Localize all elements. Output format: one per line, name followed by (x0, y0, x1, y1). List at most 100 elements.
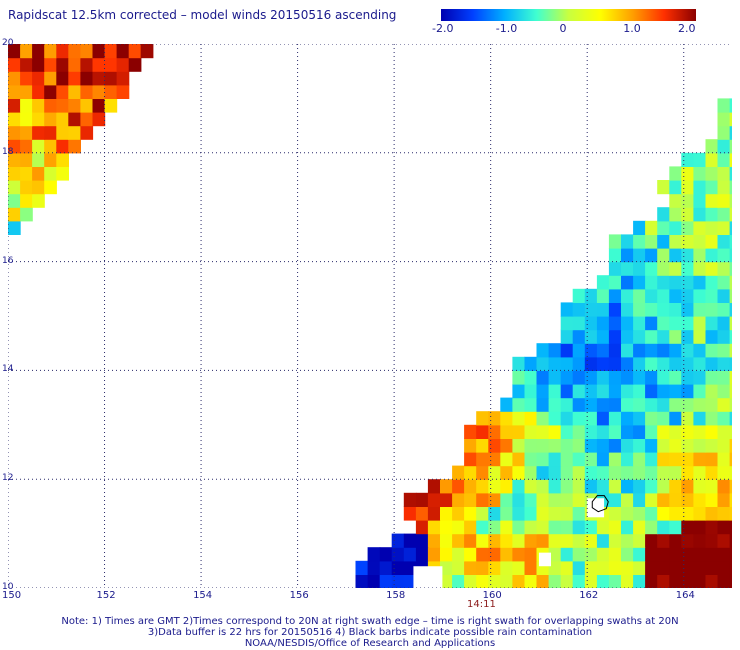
wind-cell (669, 520, 682, 535)
wind-cell (560, 343, 574, 358)
wind-cell (693, 302, 707, 317)
wind-cell (717, 261, 731, 276)
wind-cell (584, 397, 598, 412)
wind-cell (621, 248, 634, 263)
wind-cell (693, 220, 707, 235)
wind-cell (500, 533, 513, 548)
colorbar-tick-label: 1.0 (623, 22, 641, 35)
wind-cell (488, 465, 501, 480)
wind-cell (729, 98, 732, 113)
wind-cell (693, 329, 707, 344)
wind-cell (693, 424, 707, 439)
wind-cell (440, 479, 453, 494)
wind-cell (68, 125, 81, 140)
wind-cell (536, 438, 550, 453)
wind-cell (705, 220, 719, 235)
wind-cell (20, 84, 33, 99)
wind-cell (705, 574, 719, 588)
wind-cell (669, 316, 682, 331)
wind-cell (729, 533, 732, 548)
wind-cell (44, 57, 57, 72)
wind-cell (391, 533, 405, 548)
wind-cell (415, 547, 429, 562)
wind-cell (729, 452, 732, 467)
wind-cell (633, 560, 646, 575)
wind-cell (560, 547, 574, 562)
wind-cell (705, 261, 719, 276)
wind-cell (705, 492, 719, 507)
wind-cell (645, 560, 658, 575)
wind-cell (633, 424, 646, 439)
wind-cell (705, 275, 719, 290)
wind-cell (729, 248, 732, 263)
wind-cell (729, 139, 732, 154)
longitude-label: 152 (96, 590, 116, 601)
wind-cell (717, 288, 731, 303)
wind-cell (693, 193, 707, 208)
wind-cell (633, 533, 646, 548)
wind-cell (608, 329, 622, 344)
wind-cell (464, 424, 477, 439)
wind-cell (548, 397, 562, 412)
wind-cell (524, 370, 538, 385)
wind-cell (524, 411, 538, 426)
wind-cell (657, 370, 670, 385)
wind-cell (596, 520, 610, 535)
wind-cell (621, 411, 634, 426)
wind-cell (452, 533, 465, 548)
note-line-3: NOAA/NESDIS/Office of Research and Appli… (244, 638, 496, 649)
wind-cell (476, 465, 489, 480)
wind-cell (681, 234, 694, 249)
wind-cell (729, 152, 732, 167)
wind-cell (705, 506, 719, 521)
wind-cell (536, 424, 550, 439)
wind-cell (452, 547, 465, 562)
wind-cell (536, 384, 550, 399)
wind-cell (717, 506, 731, 521)
wind-cell (729, 492, 732, 507)
wind-cell (645, 234, 658, 249)
wind-cell (524, 479, 538, 494)
wind-cell (56, 71, 69, 86)
wind-cell (596, 465, 610, 480)
wind-cell (705, 139, 719, 154)
wind-cell (621, 574, 634, 588)
wind-cell (705, 520, 719, 535)
wind-cell (44, 180, 57, 195)
wind-cell (717, 207, 731, 222)
wind-cell (584, 438, 598, 453)
wind-cell (608, 560, 622, 575)
wind-cell (572, 356, 586, 371)
wind-cell (729, 316, 732, 331)
wind-cell (633, 288, 646, 303)
wind-cell (657, 574, 670, 588)
longitude-label: 158 (386, 590, 406, 601)
note-line-1: Note: 1) Times are GMT 2)Times correspon… (61, 616, 679, 627)
wind-cell (693, 288, 707, 303)
wind-cell (645, 356, 658, 371)
wind-cell (403, 574, 417, 588)
wind-cell (729, 288, 732, 303)
wind-difference-map (8, 44, 732, 588)
wind-cell (104, 98, 118, 113)
wind-cell (633, 329, 646, 344)
wind-cell (500, 424, 513, 439)
wind-cell (80, 125, 94, 140)
wind-cell (681, 452, 694, 467)
wind-cell (729, 112, 732, 127)
wind-cell (464, 574, 477, 588)
wind-cell (536, 356, 550, 371)
wind-cell (80, 112, 94, 127)
wind-cell (440, 574, 453, 588)
wind-cell (8, 180, 21, 195)
wind-cell (717, 411, 731, 426)
wind-cell (500, 479, 513, 494)
wind-cell (693, 533, 707, 548)
wind-cell (391, 560, 405, 575)
wind-cell (379, 547, 393, 562)
wind-cell (608, 370, 622, 385)
wind-cell (681, 275, 694, 290)
wind-cell (657, 533, 670, 548)
wind-cell (657, 329, 670, 344)
wind-cells (8, 44, 732, 588)
